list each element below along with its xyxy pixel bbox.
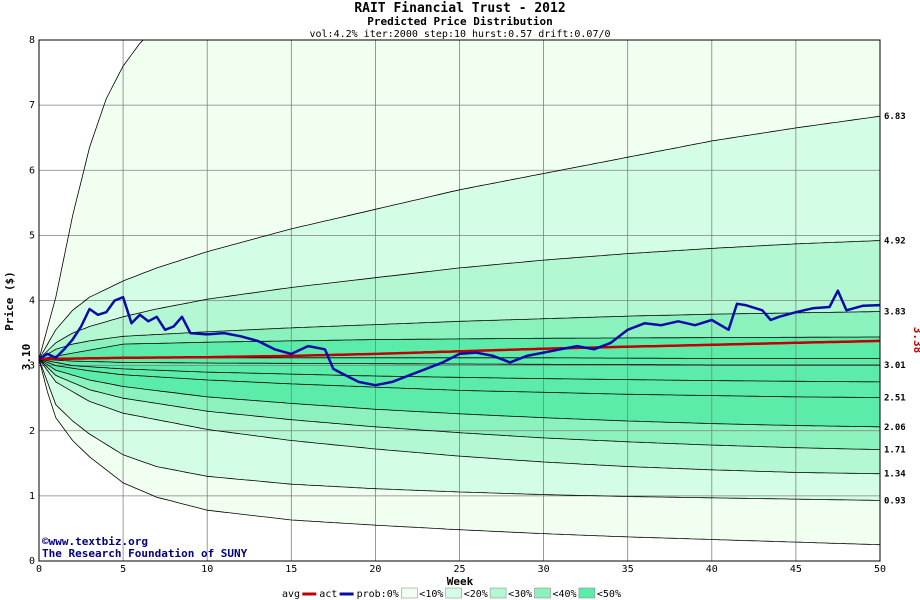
percentile-lines xyxy=(39,40,880,546)
x-tick-label: 0 xyxy=(36,564,42,575)
y-tick-label: 1 xyxy=(29,491,35,502)
percentile-end-label: 3.83 xyxy=(884,308,906,318)
x-tick-label: 30 xyxy=(538,564,550,575)
legend-band-30-swatch xyxy=(489,587,507,599)
plot-frame xyxy=(38,39,881,562)
percentile-line-9 xyxy=(39,358,880,398)
series-lines xyxy=(39,289,880,387)
percentile-end-label: 2.06 xyxy=(884,423,906,433)
legend-band-20-label: <20% xyxy=(464,589,488,600)
y-tick-label: 0 xyxy=(29,556,35,567)
x-axis-label: Week xyxy=(447,575,474,588)
avg-series-line xyxy=(39,339,880,361)
start-price-label: 3.10 xyxy=(20,344,33,371)
x-tick-label: 10 xyxy=(201,564,213,575)
legend: avg act prob:0% <10% <20% <30% <40% <50% xyxy=(282,587,621,600)
y-tick-label: 5 xyxy=(29,230,35,241)
percentile-end-label: 2.51 xyxy=(884,394,906,404)
x-tick-label: 50 xyxy=(874,564,886,575)
percentile-end-label: 1.34 xyxy=(884,470,906,480)
x-tick-label: 45 xyxy=(790,564,802,575)
x-tick-label: 40 xyxy=(706,564,718,575)
legend-avg-label: avg xyxy=(282,589,300,600)
y-tick-label: 8 xyxy=(29,35,35,46)
percentile-line-8 xyxy=(39,358,880,383)
act-series-line xyxy=(39,289,880,387)
percentile-line-2 xyxy=(39,115,880,360)
percentile-end-labels: 6.83 4.92 3.83 3.01 2.51 2.06 1.71 1.34 0.93 xyxy=(884,112,906,506)
percentile-line-7 xyxy=(39,358,880,366)
percentile-end-label: 4.92 xyxy=(884,237,906,247)
percentile-line-5 xyxy=(39,336,880,360)
legend-band-40-swatch xyxy=(534,587,551,599)
x-tick-label: 25 xyxy=(453,564,465,575)
x-tick-label: 20 xyxy=(369,564,381,575)
y-tick-label: 6 xyxy=(29,165,35,176)
chart-title: RAIT Financial Trust - 2012 xyxy=(354,1,565,16)
y-tick-label: 3 xyxy=(29,361,35,372)
legend-band-50-label: <50% xyxy=(597,589,621,600)
credit-org: The Research Foundation of SUNY xyxy=(42,547,248,560)
chart-subtitle: Predicted Price Distribution xyxy=(367,15,552,28)
percentile-end-label: 3.01 xyxy=(884,361,906,371)
y-tick-label: 7 xyxy=(29,100,35,111)
percentile-line-12 xyxy=(39,358,880,475)
legend-band-50-swatch xyxy=(578,587,596,599)
percentile-line-13 xyxy=(39,358,880,501)
percentile-line-11 xyxy=(39,358,880,450)
legend-act-label: act xyxy=(319,589,337,600)
y-tick-label: 2 xyxy=(29,426,35,437)
x-tick-label: 15 xyxy=(285,564,297,575)
legend-prob-label: prob:0% xyxy=(357,589,399,600)
percentile-line-10 xyxy=(39,358,880,428)
legend-band-10-swatch xyxy=(401,587,418,599)
percentile-end-label: 1.71 xyxy=(884,446,906,456)
percentile-line-14 xyxy=(39,359,880,546)
percentile-end-label: 0.93 xyxy=(884,496,906,506)
legend-band-20-swatch xyxy=(445,587,462,599)
y-tick-label: 4 xyxy=(29,296,35,307)
legend-band-30-label: <30% xyxy=(508,589,532,600)
legend-band-40-label: <40% xyxy=(553,589,577,600)
chart-params: vol:4.2% iter:2000 step:10 hurst:0.57 dr… xyxy=(309,29,610,40)
percentile-end-label: 6.83 xyxy=(884,112,906,122)
percentile-line-4 xyxy=(39,311,880,360)
percentile-line-3 xyxy=(39,240,880,360)
y-axis-label: Price ($) xyxy=(3,271,16,331)
avg-end-label: 3.38 xyxy=(911,327,920,354)
x-tick-label: 5 xyxy=(120,564,126,575)
legend-band-10-label: <10% xyxy=(419,589,443,600)
credit-url: ©www.textbiz.org xyxy=(42,535,148,548)
x-tick-label: 35 xyxy=(622,564,634,575)
